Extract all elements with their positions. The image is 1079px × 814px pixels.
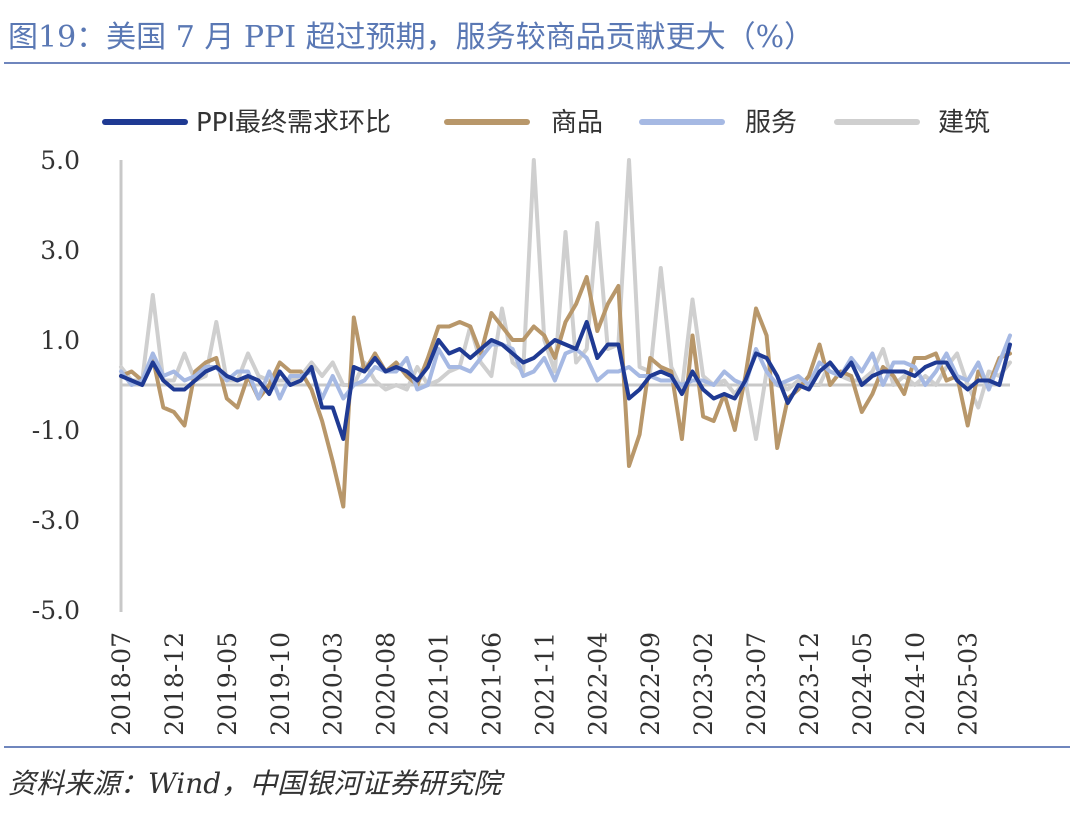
y-tick-label: -1.0 (32, 416, 80, 445)
legend-label-1: 商品 (551, 108, 603, 138)
source-note: 资料来源：Wind，中国银河证券研究院 (8, 767, 502, 800)
x-tick-label: 2021-06 (477, 632, 506, 736)
series-line-2 (119, 333, 1012, 401)
top-divider (4, 62, 1070, 64)
legend: PPI最终需求环比 商品 服务 建筑 (102, 108, 990, 138)
chart-title: 图19：美国 7 月 PPI 超过预期，服务较商品贡献更大（%） (8, 20, 815, 55)
x-tick-label: 2020-08 (372, 632, 401, 736)
axes: 5.0 3.0 1.0 -1.0 -3.0 -5.0 2018-07 2018-12 2019-… (32, 146, 1010, 736)
legend-label-2: 服务 (745, 108, 797, 138)
x-tick-label: 2024-05 (848, 632, 877, 736)
x-tick-label: 2022-09 (636, 632, 665, 736)
y-tick-label: 5.0 (40, 146, 80, 175)
y-tick-label: 3.0 (40, 236, 80, 265)
y-tick-label: -5.0 (32, 596, 80, 625)
x-tick-label: 2021-01 (425, 632, 454, 736)
x-tick-label: 2024-10 (901, 632, 930, 736)
legend-label-3: 建筑 (938, 108, 990, 138)
x-tick-label: 2021-11 (530, 632, 559, 736)
x-tick-label: 2018-12 (160, 632, 189, 736)
x-tick-label: 2023-12 (795, 632, 824, 736)
x-tick-label: 2019-10 (266, 632, 295, 736)
x-tick-label: 2022-04 (583, 632, 612, 736)
x-tick-label: 2023-07 (742, 632, 771, 736)
legend-label-0: PPI最终需求环比 (196, 108, 391, 138)
x-tick-label: 2019-05 (213, 632, 242, 736)
line-chart: PPI最终需求环比 商品 服务 建筑 5.0 3.0 1.0 -1.0 -3.0 -5.0 201… (32, 108, 1012, 736)
series-line-0 (119, 320, 1012, 441)
x-tick-label: 2025-03 (954, 632, 983, 736)
bottom-divider (4, 746, 1070, 748)
series-layer (119, 158, 1012, 509)
x-tick-label: 2023-02 (689, 632, 718, 736)
series-line-3 (119, 158, 1012, 441)
x-tick-label: 2020-03 (319, 632, 348, 736)
x-tick-label: 2018-07 (107, 632, 136, 736)
y-tick-label: 1.0 (40, 326, 80, 355)
y-tick-label: -3.0 (32, 506, 80, 535)
series-line-1 (119, 275, 1012, 509)
